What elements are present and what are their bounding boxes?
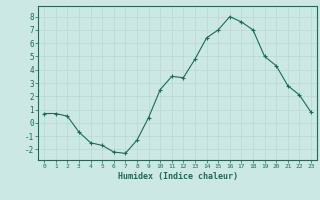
X-axis label: Humidex (Indice chaleur): Humidex (Indice chaleur) [118, 172, 238, 181]
